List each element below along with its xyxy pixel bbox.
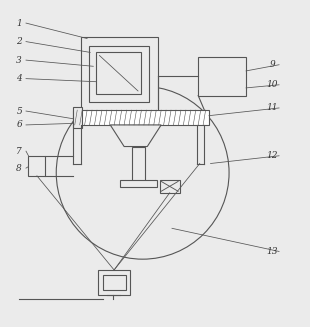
Text: 2: 2 bbox=[16, 37, 22, 46]
Bar bbox=[73, 107, 82, 128]
Text: 11: 11 bbox=[267, 103, 278, 112]
Text: 9: 9 bbox=[269, 60, 275, 69]
Text: 6: 6 bbox=[16, 120, 22, 129]
Bar bbox=[160, 180, 180, 193]
Text: 13: 13 bbox=[267, 247, 278, 256]
Bar bbox=[98, 270, 130, 295]
Text: 5: 5 bbox=[16, 107, 22, 115]
Bar bbox=[89, 46, 149, 102]
Bar bbox=[120, 180, 157, 187]
Polygon shape bbox=[110, 125, 161, 146]
Text: 4: 4 bbox=[16, 74, 22, 83]
Text: 8: 8 bbox=[16, 164, 22, 173]
Bar bbox=[73, 110, 209, 125]
Text: 10: 10 bbox=[267, 80, 278, 89]
Bar bbox=[29, 156, 46, 176]
Text: 12: 12 bbox=[267, 151, 278, 160]
Text: 7: 7 bbox=[16, 146, 22, 156]
Bar bbox=[81, 37, 158, 111]
Bar bbox=[103, 275, 126, 290]
Bar bbox=[198, 57, 246, 95]
Text: 3: 3 bbox=[16, 56, 22, 65]
Circle shape bbox=[56, 86, 229, 259]
Bar bbox=[96, 52, 141, 94]
Bar bbox=[132, 146, 145, 182]
Text: 1: 1 bbox=[16, 19, 22, 27]
